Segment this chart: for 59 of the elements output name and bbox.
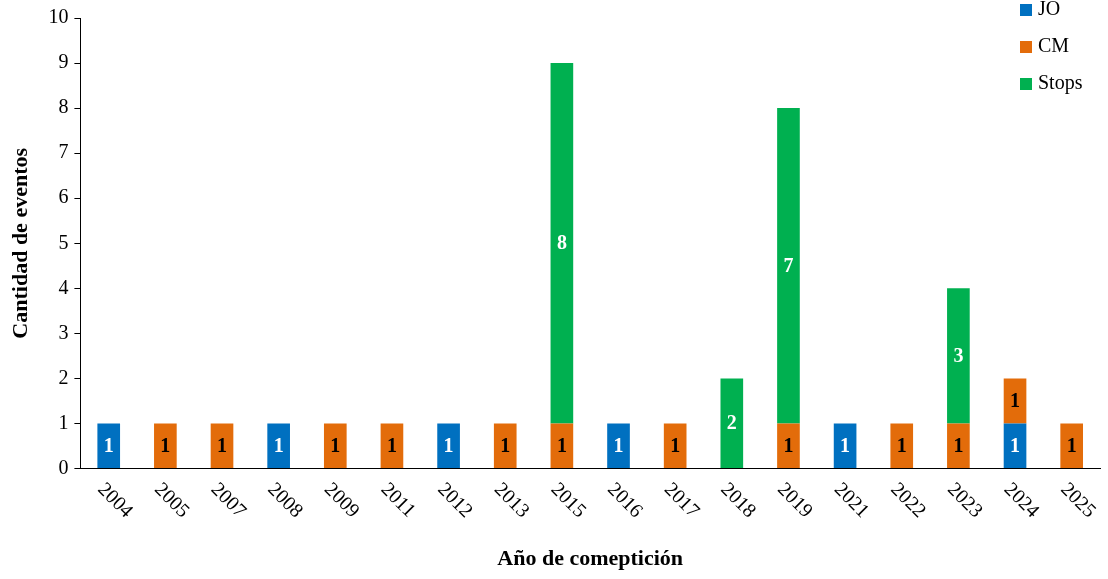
legend-label: Stops	[1038, 71, 1083, 95]
bar	[663, 423, 687, 469]
y-tick-label: 10	[48, 5, 69, 28]
data-label: 2	[726, 411, 737, 434]
data-label: 1	[500, 433, 511, 456]
bar	[607, 423, 630, 469]
data-label: 7	[783, 254, 794, 276]
data-label: 8	[556, 231, 567, 254]
y-tick-label: 9	[58, 50, 69, 73]
y-tick-label: 8	[58, 95, 69, 118]
bar	[1060, 423, 1084, 469]
bar	[890, 423, 914, 469]
bar	[1003, 378, 1027, 424]
y-tick-label: 0	[58, 455, 69, 478]
y-tick-label: 6	[58, 185, 69, 208]
x-tick-label: 2007	[207, 477, 252, 522]
y-tick-label: 7	[58, 140, 69, 163]
bar	[720, 378, 744, 469]
data-label: 1	[1010, 433, 1021, 456]
data-label: 1	[613, 433, 624, 456]
y-tick-label: 1	[58, 410, 69, 433]
data-label: 1	[556, 433, 567, 456]
y-tick-label: 4	[58, 275, 69, 298]
y-tick-label: 2	[58, 365, 69, 388]
bar	[777, 423, 800, 469]
data-label: 1	[160, 433, 171, 456]
bar	[947, 423, 970, 469]
data-label: 1	[1066, 433, 1077, 456]
y-tick-label: 3	[58, 320, 69, 343]
legend-label: CM	[1038, 34, 1070, 57]
data-label: 1	[953, 433, 964, 456]
x-axis-title: Año de comeptición	[497, 545, 684, 571]
legend-label: JO	[1038, 0, 1061, 20]
bar	[777, 108, 800, 424]
x-tick-label: 2019	[773, 477, 818, 522]
data-label: 1	[896, 433, 907, 456]
data-label: 1	[330, 433, 341, 456]
bar	[323, 423, 347, 469]
data-label: 1	[443, 433, 454, 456]
bar	[154, 423, 177, 469]
bar	[947, 288, 970, 424]
data-label: 1	[840, 433, 851, 456]
y-tick-label: 5	[58, 230, 69, 253]
data-label: 1	[670, 433, 681, 456]
data-label: 1	[273, 433, 284, 456]
data-label: 1	[217, 433, 228, 456]
data-label: 3	[953, 344, 964, 367]
data-label: 1	[103, 433, 114, 456]
bar	[437, 423, 460, 469]
bar	[97, 423, 121, 469]
bar	[267, 423, 290, 469]
bar	[550, 63, 574, 424]
x-tick-label: 2017	[660, 477, 705, 522]
data-label: 1	[1010, 389, 1021, 412]
bar	[493, 423, 517, 469]
x-tick-label: 2009	[320, 477, 365, 522]
y-axis-title: Cantidad de eventos	[6, 147, 32, 339]
data-label: 1	[783, 433, 794, 456]
data-label: 1	[386, 433, 397, 456]
